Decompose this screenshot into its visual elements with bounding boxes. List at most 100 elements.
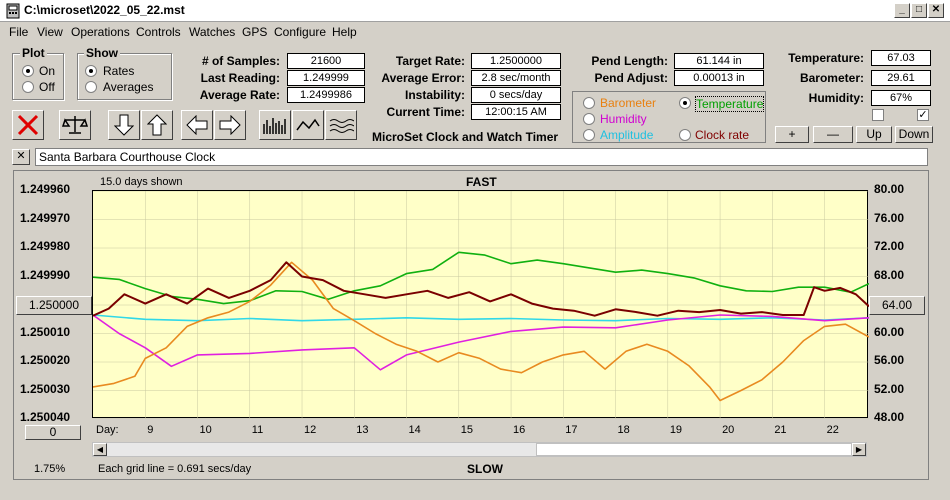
menu-configure[interactable]: Configure [274, 25, 327, 39]
amplitude-radio[interactable] [583, 129, 595, 141]
plot-off-radio[interactable] [22, 81, 34, 93]
arrow-left-button[interactable] [181, 110, 213, 140]
minimize-button[interactable]: _ [894, 3, 910, 18]
plus-button[interactable]: + [775, 126, 809, 143]
red-x-icon [17, 114, 39, 136]
option-checkbox-1[interactable] [872, 109, 884, 121]
right-tick-label: 80.00 [874, 182, 905, 196]
clock-rate-label: Clock rate [695, 128, 750, 142]
plot-frame [13, 170, 929, 480]
clock-name-field[interactable]: Santa Barbara Courthouse Clock [35, 148, 928, 166]
average-error-value: 2.8 sec/month [471, 70, 561, 86]
scroll-thumb[interactable] [536, 443, 852, 456]
menu-help[interactable]: Help [332, 25, 357, 39]
x-tick-label: 20 [722, 424, 735, 436]
right-tick-label: 48.00 [874, 410, 905, 424]
day-label: Day: [96, 424, 119, 436]
sensor-select-box [572, 91, 766, 143]
balance-scale-icon [62, 116, 88, 134]
bars-view-button[interactable] [259, 110, 291, 140]
barometer-series-line [93, 261, 869, 402]
amplitude-series-line [93, 314, 869, 322]
show-rates-radio[interactable] [85, 65, 97, 77]
menu-watches[interactable]: Watches [189, 25, 236, 39]
menu-file[interactable]: File [9, 25, 29, 39]
right-tick-label: 76.00 [874, 210, 905, 225]
arrow-down-button[interactable] [108, 110, 140, 140]
pend-adjust-value: 0.00013 in [674, 70, 764, 86]
horizontal-scrollbar[interactable]: ◀ ▶ [92, 442, 867, 457]
humidity-series-line [93, 314, 869, 371]
center-rate-button[interactable]: 1.250000 [16, 296, 92, 315]
temperature-reading-value: 67.03 [871, 50, 931, 66]
instability-value: 0 secs/day [471, 87, 561, 103]
clear-clock-button[interactable]: ✕ [12, 149, 30, 165]
option-checkbox-2[interactable]: ✓ [917, 109, 929, 121]
x-tick-label: 11 [251, 424, 264, 436]
wave-lines-icon [329, 119, 354, 133]
current-time-value: 12:00:15 AM [471, 104, 561, 120]
x-tick-label: 19 [669, 424, 683, 436]
stop-button[interactable] [12, 110, 44, 140]
arrow-left-icon [186, 115, 208, 135]
arrow-right-icon [219, 115, 241, 135]
right-tick-label: 72.00 [874, 239, 905, 253]
grid-note-label: Each grid line = 0.691 secs/day [98, 463, 252, 475]
left-tick-label: 1.249970 [20, 210, 71, 225]
right-tick-label: 60.00 [874, 324, 905, 339]
menu-gps[interactable]: GPS [242, 25, 268, 39]
x-tick-label: 9 [147, 424, 154, 436]
maximize-button[interactable]: □ [911, 3, 927, 18]
average-rate-value: 1.2499986 [287, 87, 365, 103]
chart-svg [93, 191, 869, 419]
slow-label: SLOW [467, 462, 503, 476]
bar-chart-icon [263, 118, 286, 134]
current-time-label: Current Time: [386, 105, 465, 119]
arrow-right-button[interactable] [214, 110, 246, 140]
x-tick-label: 14 [408, 424, 421, 436]
down-button[interactable]: Down [895, 126, 933, 143]
scroll-left-button[interactable]: ◀ [93, 443, 107, 456]
app-name-label: MicroSet Clock and Watch Timer [372, 130, 559, 144]
left-tick-label: 1.250020 [20, 353, 71, 367]
plot-on-label: On [39, 64, 56, 78]
wave-view-button[interactable] [325, 110, 357, 140]
temperature-radio[interactable] [679, 97, 691, 109]
instability-label: Instability: [404, 88, 465, 102]
line-view-button[interactable] [292, 110, 324, 140]
window-title: C:\microset\2022_05_22.mst [24, 3, 185, 17]
samples-value: 21600 [287, 53, 365, 69]
last-reading-label: Last Reading: [200, 71, 280, 85]
humidity-radio[interactable] [583, 113, 595, 125]
menu-controls[interactable]: Controls [136, 25, 181, 39]
right-tick-label: 52.00 [874, 381, 905, 396]
arrow-up-button[interactable] [141, 110, 173, 140]
clock_rate-series-line [93, 261, 869, 317]
title-bar: C:\microset\2022_05_22.mst _ □ ✕ [0, 0, 950, 22]
minus-button[interactable]: — [813, 126, 853, 143]
percent-label: 1.75% [34, 463, 66, 475]
show-averages-radio[interactable] [85, 81, 97, 93]
menu-view[interactable]: View [37, 25, 63, 39]
average-error-label: Average Error: [381, 71, 465, 85]
up-button[interactable]: Up [856, 126, 892, 143]
left-tick-label: 1.250040 [20, 410, 71, 424]
plot-group-label: Plot [20, 46, 47, 60]
temperature-label: Temperature [695, 96, 765, 112]
show-group-label: Show [84, 46, 120, 60]
target-rate-label: Target Rate: [395, 54, 465, 68]
close-window-button[interactable]: ✕ [928, 3, 944, 18]
plot-on-radio[interactable] [22, 65, 34, 77]
pend-adjust-label: Pend Adjust: [594, 71, 668, 85]
x-tick-label: 16 [513, 424, 526, 436]
target-rate-value: 1.2500000 [471, 53, 561, 69]
right-tick-label: 56.00 [874, 353, 905, 367]
barometer-radio[interactable] [583, 97, 595, 109]
menu-operations[interactable]: Operations [71, 25, 130, 39]
zoom-button[interactable]: 0 [25, 425, 81, 440]
center-temp-button[interactable]: 64.00 [869, 296, 925, 315]
scroll-right-button[interactable]: ▶ [852, 443, 866, 456]
clock-rate-radio[interactable] [679, 129, 691, 141]
barometer-reading-value: 29.61 [871, 70, 931, 86]
balance-button[interactable] [59, 110, 91, 140]
